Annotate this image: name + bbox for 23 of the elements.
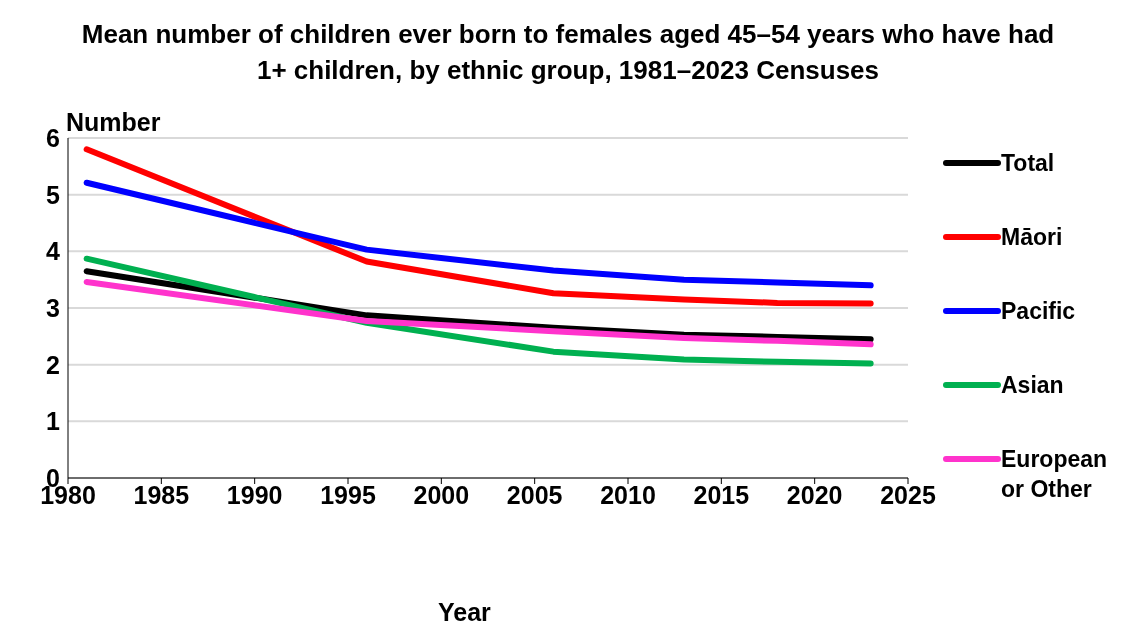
y-tick-label: 3: [46, 293, 60, 322]
x-tick-label: 2020: [786, 480, 843, 509]
x-axis-title: Year: [438, 598, 491, 627]
legend-label: Pacific: [1001, 297, 1077, 326]
y-axis-title: Number: [66, 108, 161, 137]
legend-label: Asian: [1001, 371, 1065, 400]
x-tick-label: 2005: [506, 480, 563, 509]
y-tick-label: 1: [46, 407, 61, 436]
x-tick-label: 1985: [133, 480, 190, 509]
y-tick-label: 4: [46, 237, 61, 266]
legend-label: Māori: [1001, 223, 1064, 252]
legend-label: European or Other: [1001, 445, 1109, 504]
x-tick-label: 2015: [693, 480, 750, 509]
x-tick-label: 1990: [226, 480, 283, 509]
x-tick-label: 2010: [600, 480, 656, 509]
legend-label: Total: [1001, 149, 1056, 178]
y-tick-label: 6: [46, 123, 60, 152]
x-tick-label: 1995: [320, 480, 376, 509]
y-tick-label: 5: [46, 180, 61, 209]
x-tick-label: 2025: [880, 480, 936, 509]
chart-title: Mean number of children ever born to females aged 45–54 years who have had 1+ children, by ethnic group, 1981–2023 Censuses: [80, 18, 1056, 87]
y-tick-label: 2: [46, 350, 60, 379]
x-tick-label: 2000: [413, 480, 470, 509]
